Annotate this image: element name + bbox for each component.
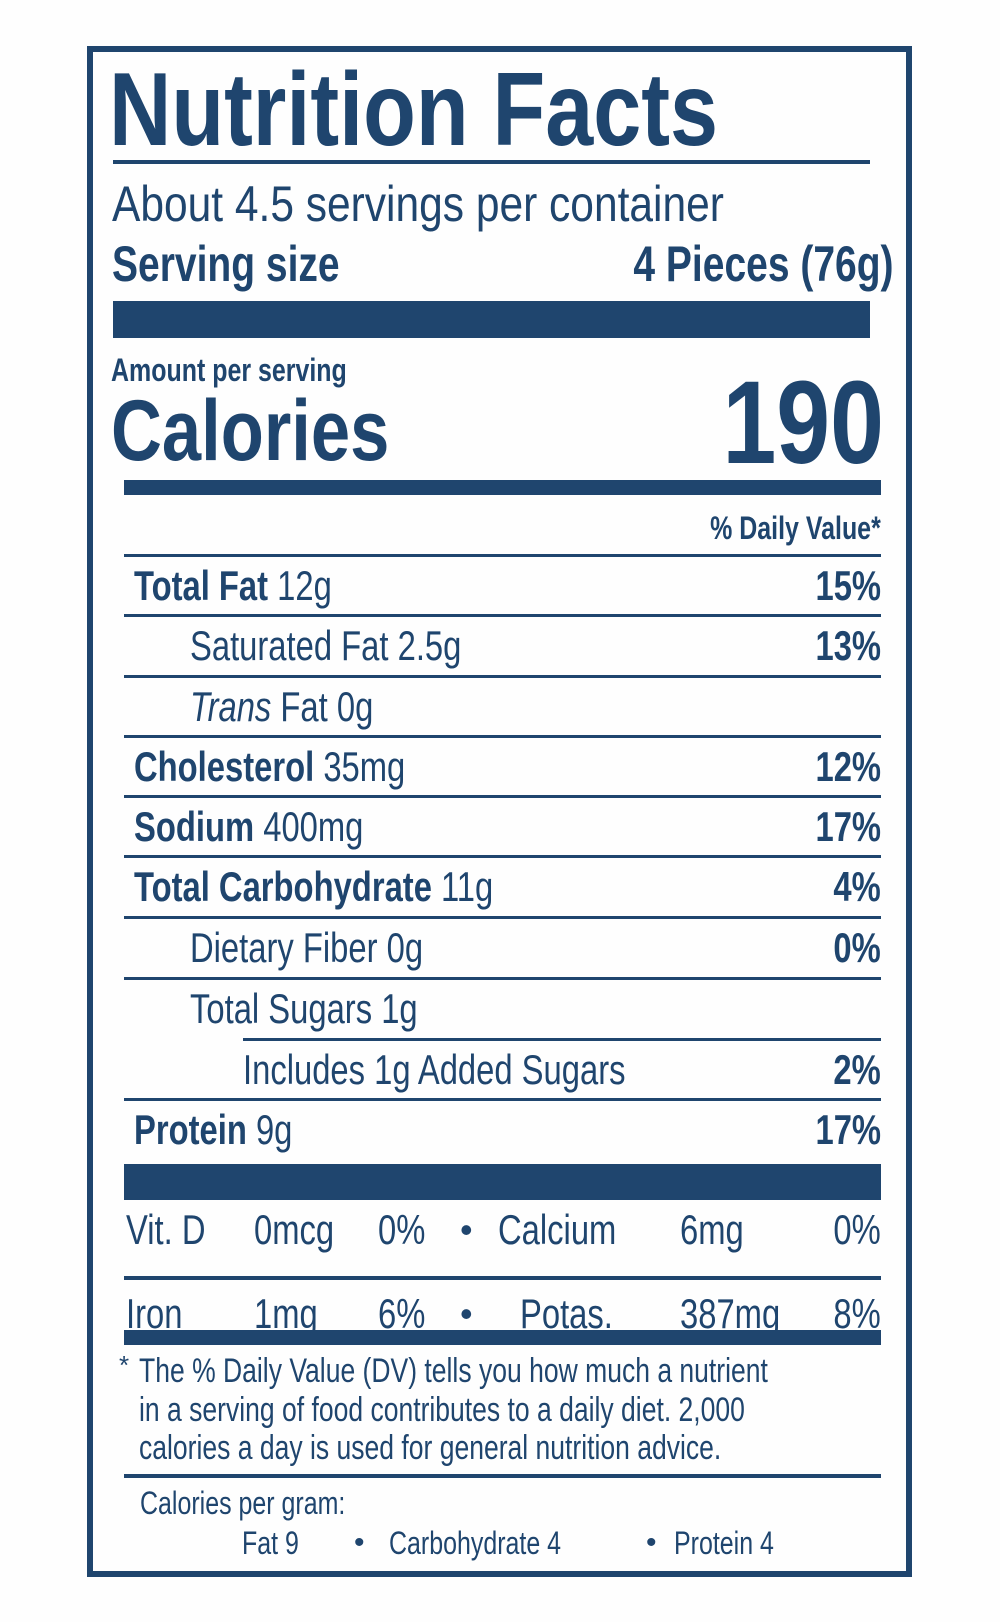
- row-text: 17%: [815, 1106, 881, 1153]
- row-text: 0%: [833, 924, 881, 971]
- row-text: Sodium 400mg: [134, 803, 364, 850]
- row-text: Trans Fat 0g: [190, 683, 374, 730]
- nutrient-row: Cholesterol 35mg: [134, 743, 482, 791]
- calories-value: 190: [722, 357, 884, 489]
- vitamin-daily-value: 6%: [378, 1290, 426, 1337]
- row-text: 15%: [815, 562, 881, 609]
- bullet: •: [646, 1526, 657, 1559]
- thick-divider: [113, 301, 870, 338]
- nutrient-daily-value: 0%: [820, 924, 881, 972]
- nutrient-row: Includes 1g Added Sugars: [243, 1046, 733, 1094]
- nutrient-row: Total Fat 12g: [134, 562, 388, 610]
- row-divider: [124, 977, 881, 980]
- calories-per-gram-protein: Protein 4: [674, 1525, 774, 1561]
- nutrient-daily-value: 17%: [797, 803, 881, 851]
- nutrient-row: Sodium 400mg: [134, 803, 428, 851]
- bullet: •: [460, 1209, 473, 1250]
- row-text: Total Fat 12g: [134, 562, 332, 609]
- mineral-amount: 6mg: [680, 1206, 744, 1253]
- nutrient-row: Total Carbohydrate 11g: [134, 863, 595, 911]
- divider: [124, 1474, 881, 1478]
- mineral-daily-value: 8%: [833, 1290, 881, 1337]
- row-text: Total Carbohydrate 11g: [134, 863, 494, 910]
- servings-per-container: About 4.5 servings per container: [112, 176, 724, 232]
- divider: [113, 160, 870, 164]
- row-text: Cholesterol 35mg: [134, 743, 406, 790]
- row-text: Dietary Fiber 0g: [190, 924, 424, 971]
- footnote-asterisk: *: [119, 1350, 130, 1380]
- calories-per-gram-label: Calories per gram:: [140, 1485, 346, 1521]
- row-text: 2%: [833, 1046, 881, 1093]
- vitamin-amount: 0mcg: [254, 1206, 335, 1253]
- row-divider: [124, 735, 881, 738]
- vitamin-name: Iron: [126, 1290, 183, 1337]
- mineral-amount: 387mg: [680, 1290, 781, 1337]
- nutrient-row: Saturated Fat 2.5g: [190, 622, 538, 670]
- calories-per-gram-carbohydrate: Carbohydrate 4: [389, 1525, 562, 1561]
- footnote: The % Daily Value (DV) tells you how muc…: [139, 1352, 768, 1467]
- bullet: •: [460, 1293, 473, 1334]
- row-divider: [124, 614, 881, 617]
- row-text: Includes 1g Added Sugars: [243, 1046, 626, 1093]
- row-text: 12%: [815, 743, 881, 790]
- vitamin-name: Vit. D: [126, 1206, 206, 1253]
- row-divider: [124, 795, 881, 798]
- nutrient-row: Dietary Fiber 0g: [190, 924, 489, 972]
- vitamin-amount: 1mg: [254, 1290, 318, 1337]
- medium-divider: [124, 480, 881, 495]
- nutrient-row: Total Sugars 1g: [190, 985, 482, 1033]
- nutrient-daily-value: 12%: [797, 743, 881, 791]
- row-text: 13%: [815, 622, 881, 669]
- row-text: Protein 9g: [134, 1106, 293, 1153]
- nutrient-daily-value: 17%: [797, 1106, 881, 1154]
- row-text: Saturated Fat 2.5g: [190, 622, 462, 669]
- row-divider: [124, 554, 881, 557]
- nutrient-row: Trans Fat 0g: [190, 683, 425, 731]
- nutrient-daily-value: 2%: [820, 1046, 881, 1094]
- medium-divider: [124, 1330, 881, 1345]
- nutrient-daily-value: 4%: [820, 863, 881, 911]
- row-divider: [124, 675, 881, 678]
- nutrient-daily-value: 15%: [797, 562, 881, 610]
- vitamin-daily-value: 0%: [378, 1206, 426, 1253]
- nutrient-daily-value: 13%: [797, 622, 881, 670]
- mineral-name: Potas.: [520, 1290, 613, 1337]
- calories-label: Calories: [111, 383, 390, 479]
- row-divider: [124, 855, 881, 858]
- mineral-name: Calcium: [498, 1206, 617, 1253]
- daily-value-header: % Daily Value*: [710, 510, 881, 546]
- row-divider: [124, 916, 881, 919]
- row-text: 4%: [833, 863, 881, 910]
- serving-size-value: 4 Pieces (76g): [633, 236, 894, 292]
- nutrition-label-border: [87, 46, 912, 1577]
- label-title: Nutrition Facts: [109, 52, 719, 168]
- thick-divider: [124, 1164, 881, 1200]
- bullet: •: [354, 1526, 365, 1559]
- nutrient-row: Protein 9g: [134, 1106, 337, 1154]
- row-text: 17%: [815, 803, 881, 850]
- calories-per-gram-fat: Fat 9: [242, 1525, 299, 1561]
- serving-size-label: Serving size: [112, 236, 340, 292]
- mineral-daily-value: 0%: [833, 1206, 881, 1253]
- row-text: Total Sugars 1g: [190, 985, 418, 1032]
- divider: [124, 1276, 881, 1280]
- row-divider: [243, 1038, 881, 1041]
- amount-per-serving: Amount per serving: [111, 352, 347, 388]
- row-divider: [124, 1098, 881, 1101]
